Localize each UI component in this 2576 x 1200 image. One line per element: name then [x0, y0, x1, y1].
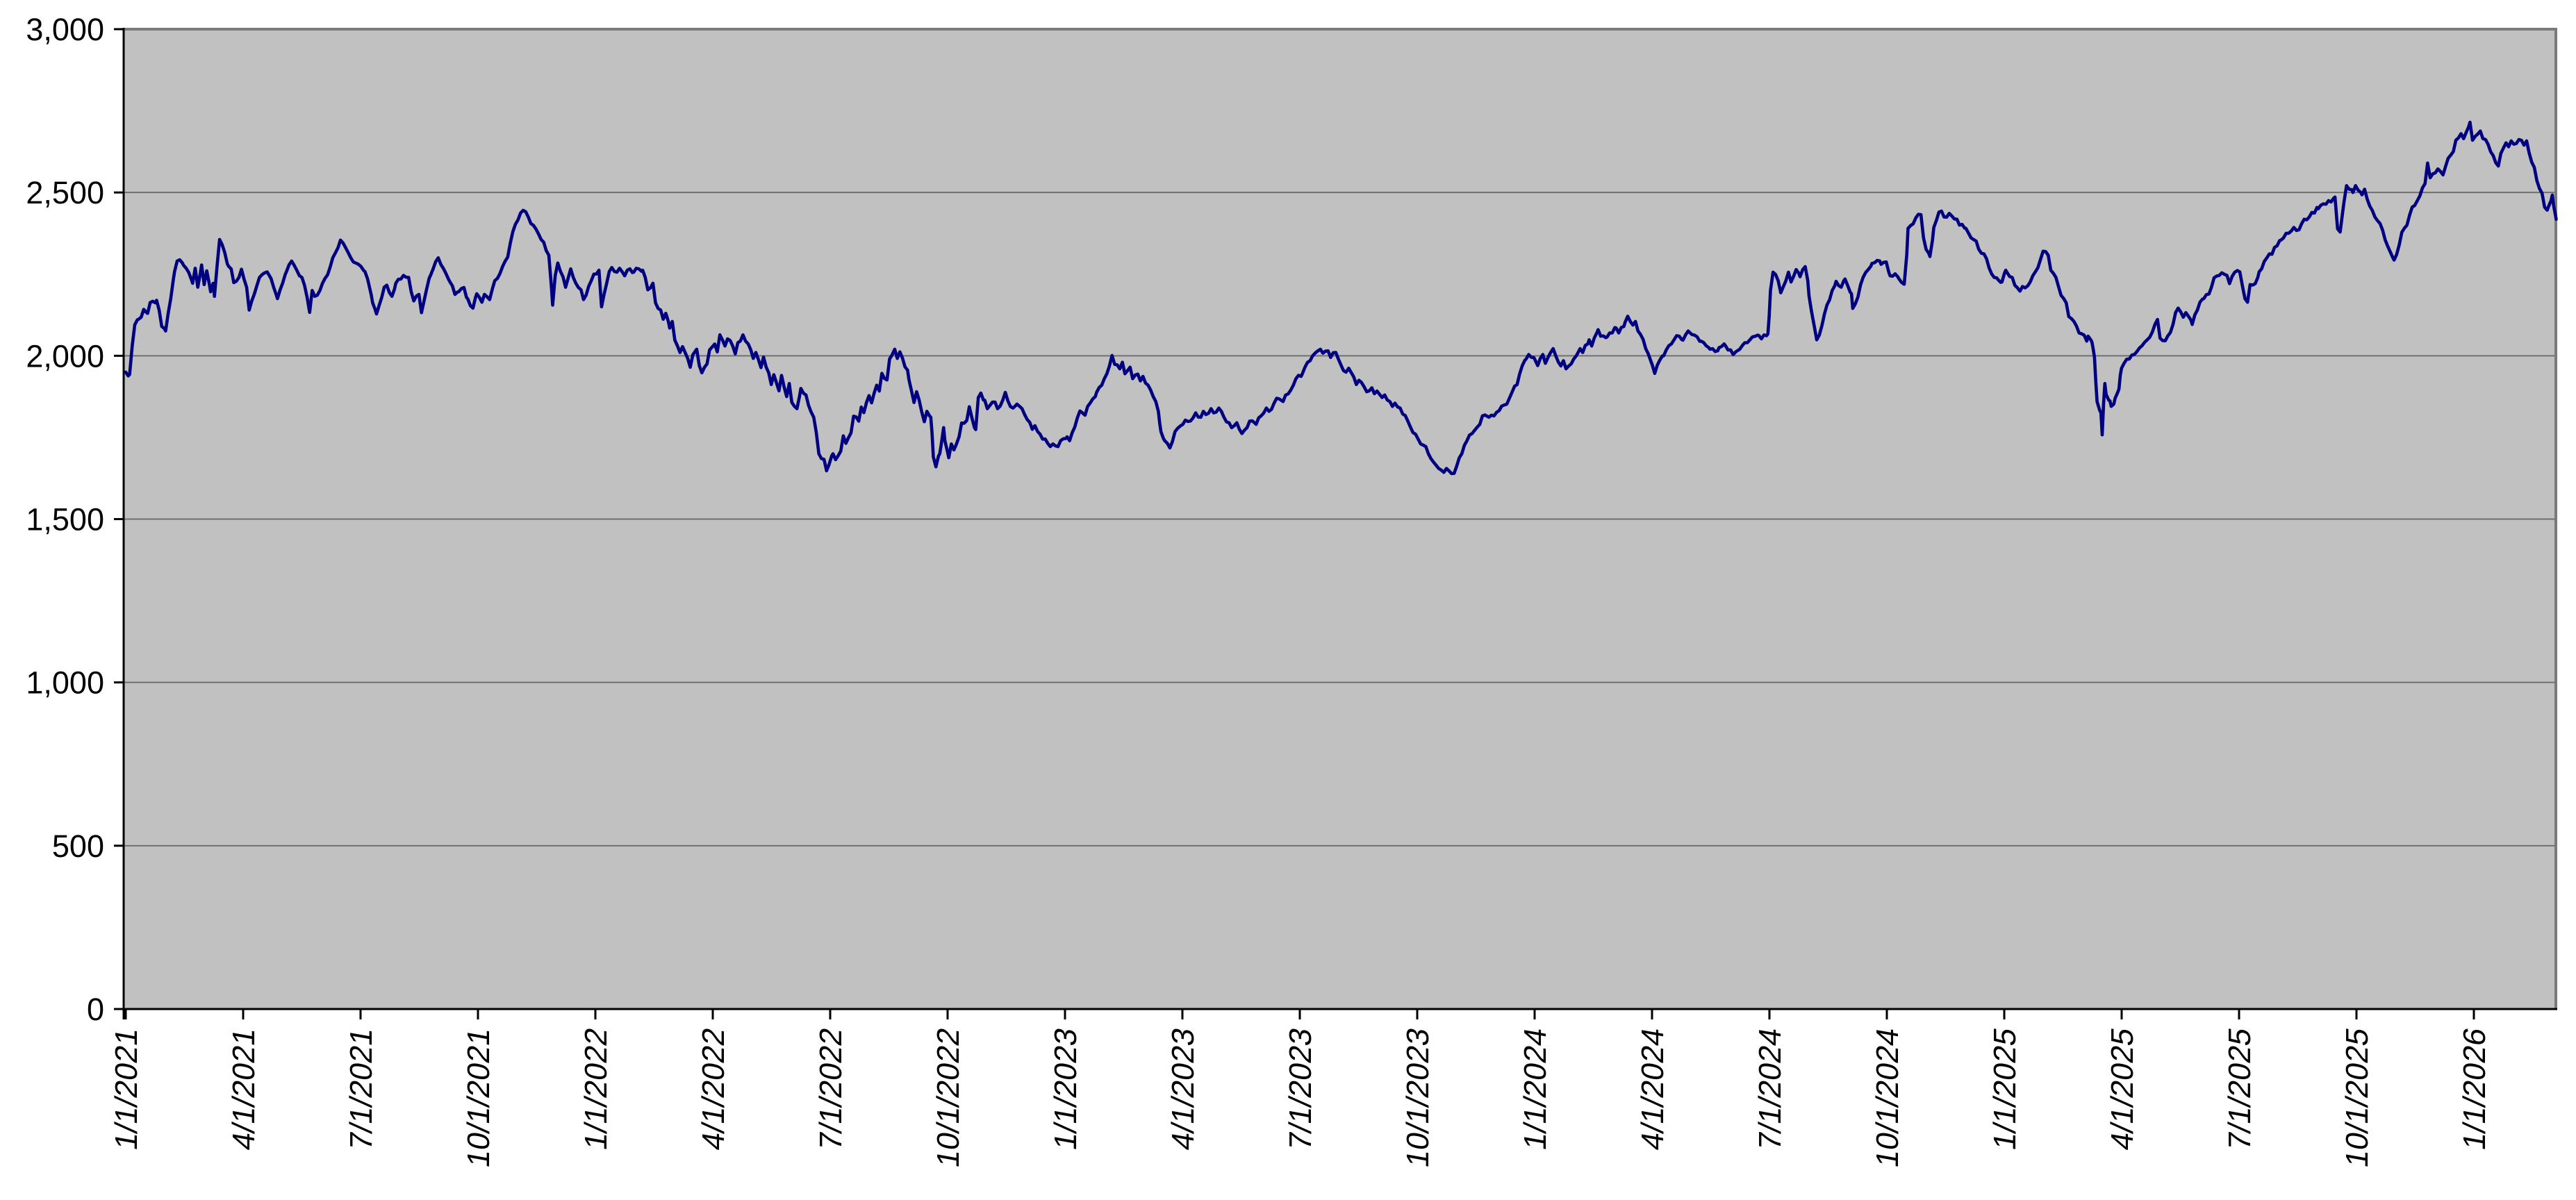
x-tick-label-group: 1/1/2021 — [108, 1025, 144, 1153]
y-tick-label: 1,000 — [26, 665, 104, 701]
y-tick-label: 1,500 — [26, 502, 104, 538]
x-tick-label-group: 1/1/2024 — [1517, 1025, 1553, 1153]
x-tick-label: 7/1/2024 — [1752, 1025, 1787, 1153]
x-tick-label: 4/1/2022 — [695, 1025, 731, 1153]
y-tick-label: 500 — [52, 828, 104, 864]
x-tick-label-group: 10/1/2024 — [1869, 1025, 1905, 1170]
x-tick-label: 1/1/2023 — [1048, 1025, 1083, 1153]
x-tick-label: 10/1/2025 — [2339, 1025, 2375, 1170]
x-tick-label-group: 7/1/2025 — [2222, 1025, 2257, 1153]
x-tick-label-group: 7/1/2022 — [813, 1025, 848, 1153]
x-tick-label: 10/1/2023 — [1400, 1025, 1435, 1170]
series-line — [124, 120, 2558, 476]
x-tick-label: 7/1/2023 — [1282, 1025, 1318, 1153]
x-tick-label-group: 10/1/2021 — [461, 1025, 496, 1170]
y-tick-label: 2,500 — [26, 175, 104, 210]
x-tick-label-group: 4/1/2021 — [226, 1025, 261, 1153]
x-tick-label-group: 4/1/2025 — [2104, 1025, 2140, 1153]
x-tick-label: 7/1/2025 — [2222, 1025, 2257, 1153]
y-axis-labels: 0 500 1,000 1,500 2,000 2,500 3,000 — [26, 12, 124, 1027]
x-tick-label-group: 10/1/2023 — [1400, 1025, 1435, 1170]
x-tick-label-group: 1/1/2026 — [2457, 1025, 2492, 1153]
x-tick-label-group: 1/1/2022 — [578, 1025, 613, 1153]
y-tick-label: 0 — [87, 992, 104, 1027]
x-tick-label: 10/1/2024 — [1869, 1025, 1905, 1170]
x-tick-label-group: 4/1/2023 — [1165, 1025, 1200, 1153]
x-tick-label: 1/1/2022 — [578, 1025, 613, 1153]
x-tick-label: 10/1/2022 — [930, 1025, 966, 1170]
x-tick-label: 10/1/2021 — [461, 1025, 496, 1170]
x-tick-label: 7/1/2021 — [343, 1025, 379, 1153]
y-tick-label: 2,000 — [26, 338, 104, 374]
x-tick-label-group: 4/1/2024 — [1635, 1025, 1670, 1153]
x-axis-labels: 1/1/2021 4/1/2021 7/1/2021 10/1/2021 1/1/202… — [108, 1009, 2492, 1170]
x-tick-label-group: 7/1/2024 — [1752, 1025, 1787, 1153]
x-tick-label: 1/1/2026 — [2457, 1025, 2492, 1153]
x-tick-label: 4/1/2024 — [1635, 1025, 1670, 1153]
x-tick-label-group: 10/1/2022 — [930, 1025, 966, 1170]
x-tick-label: 7/1/2022 — [813, 1025, 848, 1153]
x-tick-label: 4/1/2023 — [1165, 1025, 1200, 1153]
x-tick-label-group: 10/1/2025 — [2339, 1025, 2375, 1170]
x-tick-label: 4/1/2025 — [2104, 1025, 2140, 1153]
x-tick-label-group: 4/1/2022 — [695, 1025, 731, 1153]
x-tick-label: 1/1/2024 — [1517, 1025, 1553, 1153]
x-tick-label: 1/1/2021 — [108, 1025, 144, 1153]
y-tick-label: 3,000 — [26, 12, 104, 47]
x-tick-label: 1/1/2025 — [1987, 1025, 2022, 1153]
x-tick-label: 4/1/2021 — [226, 1025, 261, 1153]
x-tick-label-group: 1/1/2023 — [1048, 1025, 1083, 1153]
x-tick-label-group: 7/1/2023 — [1282, 1025, 1318, 1153]
gridlines — [124, 192, 2557, 847]
x-tick-label-group: 7/1/2021 — [343, 1025, 379, 1153]
x-tick-label-group: 1/1/2025 — [1987, 1025, 2022, 1153]
